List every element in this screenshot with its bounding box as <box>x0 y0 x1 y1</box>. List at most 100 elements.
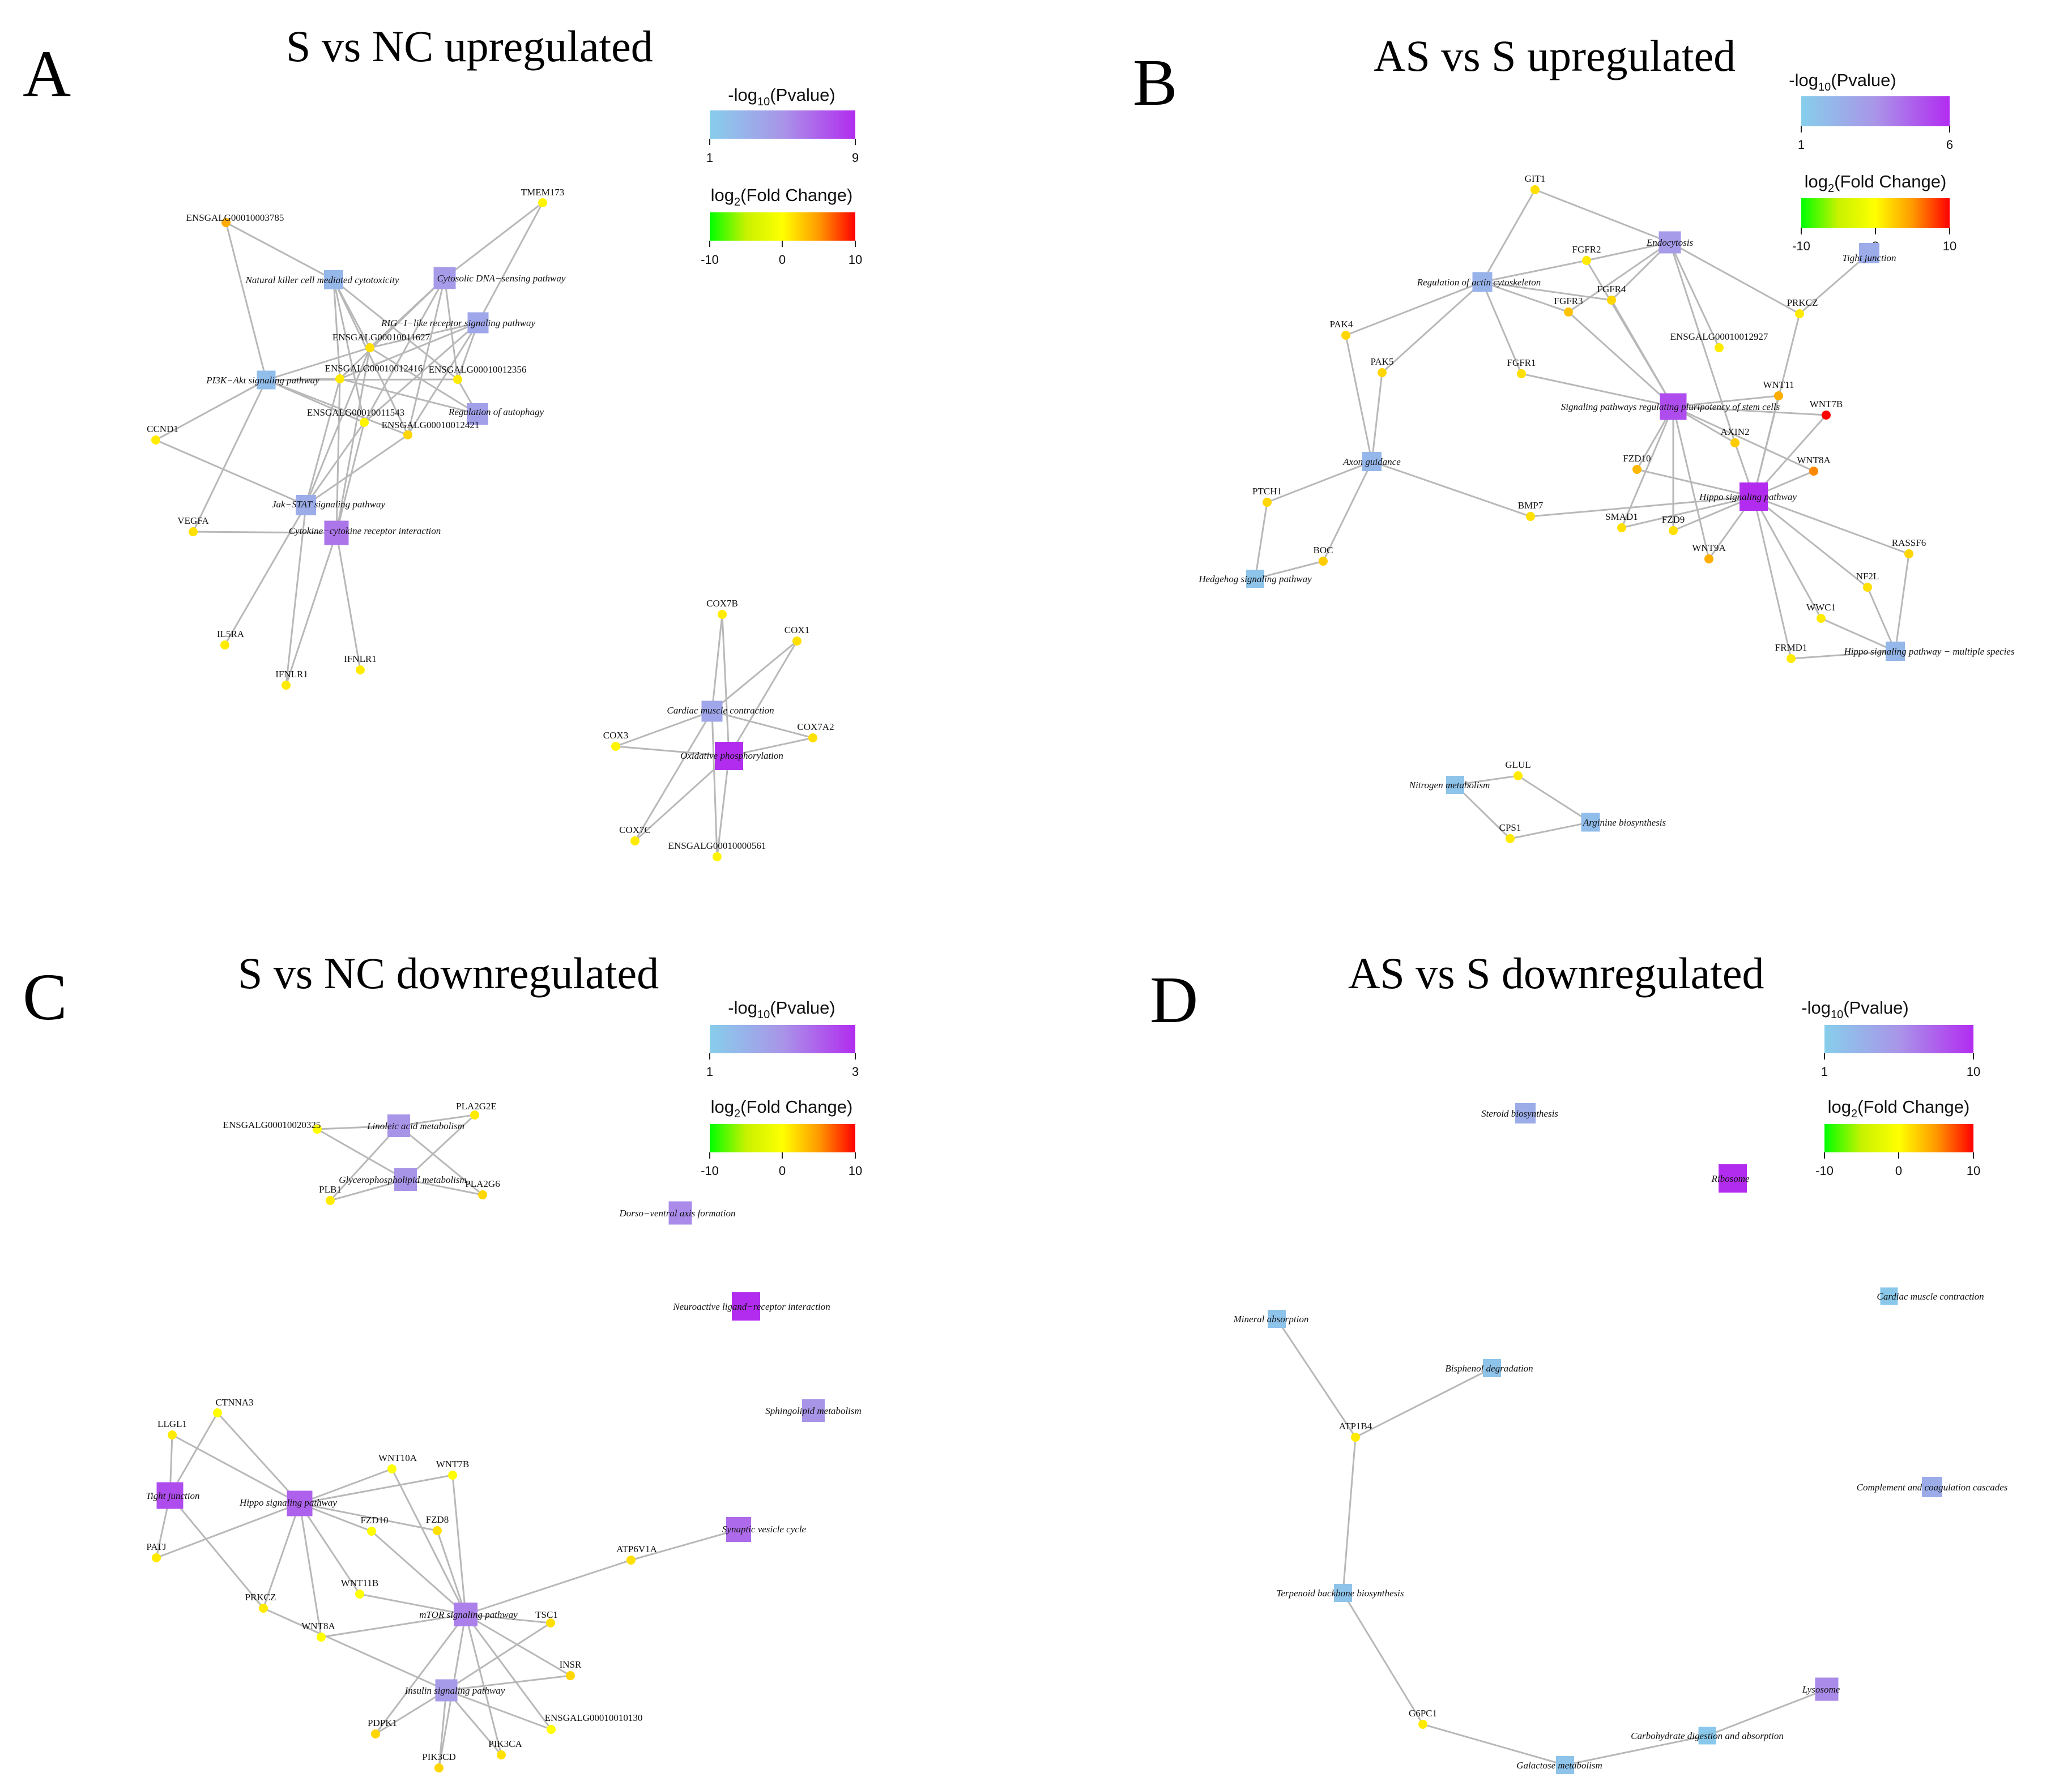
pathway-node-rac[interactable] <box>1472 272 1493 292</box>
gene-node-wnt7b[interactable] <box>448 1471 457 1480</box>
gene-node-pik3ca[interactable] <box>497 1750 506 1759</box>
gene-node-fzd10[interactable] <box>1632 465 1642 474</box>
pathway-node-sphingo[interactable] <box>802 1399 825 1422</box>
pathway-node-cyto[interactable] <box>324 520 349 545</box>
gene-node-smad1[interactable] <box>1617 523 1626 532</box>
pathway-node-cds[interactable] <box>433 267 456 289</box>
pathway-node-ins[interactable] <box>435 1679 458 1702</box>
pathway-node-terpenoid[interactable] <box>1334 1584 1352 1602</box>
pathway-node-endo[interactable] <box>1659 231 1681 254</box>
gene-node-tsc1[interactable] <box>546 1618 555 1627</box>
gene-node-pak4[interactable] <box>1341 331 1350 340</box>
gene-node-cox7c[interactable] <box>630 836 639 845</box>
gene-node-nf2l[interactable] <box>1863 583 1872 592</box>
pathway-node-nitro[interactable] <box>1446 776 1464 794</box>
pathway-node-nk[interactable] <box>324 270 343 289</box>
pathway-node-steroid[interactable] <box>1515 1103 1536 1123</box>
pathway-node-bisphenol[interactable] <box>1483 1359 1501 1377</box>
pathway-node-spp[interactable] <box>1660 393 1687 420</box>
pathway-node-cardiac[interactable] <box>1880 1287 1898 1305</box>
gene-node-fgfr3[interactable] <box>1564 307 1573 317</box>
gene-node-fzd10[interactable] <box>367 1527 376 1536</box>
pathway-node-oxp[interactable] <box>715 742 743 770</box>
pathway-node-pi3k[interactable] <box>257 370 276 390</box>
gene-node-cox3[interactable] <box>611 742 620 751</box>
gene-node-ptch1[interactable] <box>1263 498 1272 507</box>
gene-node-atp1b4[interactable] <box>1351 1433 1360 1442</box>
gene-node-prkcz[interactable] <box>259 1604 268 1613</box>
gene-node-fzd8[interactable] <box>433 1526 442 1535</box>
gene-node-rassf6[interactable] <box>1904 549 1913 558</box>
gene-node-pak5[interactable] <box>1378 368 1387 377</box>
gene-node-cox7a2[interactable] <box>808 733 817 742</box>
gene-node-cox1[interactable] <box>792 636 801 646</box>
gene-node-fgfr1[interactable] <box>1517 369 1526 378</box>
pathway-node-arg[interactable] <box>1581 813 1600 832</box>
pathway-node-lysosome[interactable] <box>1815 1677 1839 1701</box>
gene-node-insr[interactable] <box>566 1671 575 1680</box>
pathway-node-ribo[interactable] <box>1719 1164 1747 1193</box>
pathway-node-lin[interactable] <box>387 1114 410 1137</box>
pathway-node-hippo[interactable] <box>1740 482 1768 511</box>
gene-node-ccnd1[interactable] <box>151 435 160 445</box>
pathway-node-axon[interactable] <box>1362 452 1382 471</box>
gene-node-g325[interactable] <box>313 1125 322 1134</box>
gene-node-g561[interactable] <box>713 852 722 861</box>
pathway-node-galactose[interactable] <box>1556 1756 1574 1774</box>
gene-node-g543[interactable] <box>360 418 369 427</box>
gene-node-axin2[interactable] <box>1730 438 1740 447</box>
gene-node-wnt9a[interactable] <box>1704 554 1713 563</box>
pathway-node-tj[interactable] <box>1859 243 1879 263</box>
pathway-node-dorso[interactable] <box>668 1201 692 1225</box>
gene-node-g6pc1[interactable] <box>1418 1720 1427 1729</box>
gene-node-wnt7b[interactable] <box>1822 411 1831 420</box>
gene-node-ctnna3[interactable] <box>213 1408 222 1417</box>
pathway-node-mtor[interactable] <box>454 1603 478 1626</box>
gene-node-git1[interactable] <box>1530 185 1540 194</box>
gene-node-g927[interactable] <box>1715 343 1724 352</box>
pathway-node-carb[interactable] <box>1698 1727 1716 1745</box>
gene-node-bmp7[interactable] <box>1526 512 1535 521</box>
gene-node-pla2g6[interactable] <box>478 1190 487 1199</box>
pathway-node-gly[interactable] <box>394 1168 417 1191</box>
gene-node-tmem[interactable] <box>538 198 547 207</box>
pathway-node-hippo[interactable] <box>287 1490 313 1516</box>
gene-node-wwc1[interactable] <box>1817 614 1826 623</box>
pathway-node-cmc[interactable] <box>701 700 723 722</box>
pathway-node-rig[interactable] <box>467 312 489 334</box>
gene-node-g785[interactable] <box>221 218 231 227</box>
gene-node-pla2g2e[interactable] <box>470 1110 479 1120</box>
gene-node-ifnlr1a[interactable] <box>282 681 291 690</box>
gene-node-plb1[interactable] <box>326 1196 335 1205</box>
gene-node-boc[interactable] <box>1319 557 1328 566</box>
pathway-node-complement[interactable] <box>1922 1477 1942 1497</box>
gene-node-wnt11b[interactable] <box>355 1590 364 1599</box>
gene-node-g356[interactable] <box>453 375 462 384</box>
gene-node-g421[interactable] <box>403 430 412 439</box>
gene-node-atp6v1a[interactable] <box>626 1556 636 1565</box>
gene-node-llgl1[interactable] <box>168 1430 177 1439</box>
pathway-node-neuro[interactable] <box>732 1292 760 1321</box>
pathway-node-mineral[interactable] <box>1268 1310 1286 1328</box>
gene-node-vegfa[interactable] <box>189 527 198 536</box>
pathway-node-hippoms[interactable] <box>1886 642 1905 661</box>
pathway-node-tj[interactable] <box>156 1482 184 1509</box>
gene-node-patj[interactable] <box>152 1553 161 1562</box>
gene-node-glul[interactable] <box>1514 771 1523 780</box>
gene-node-wnt8a[interactable] <box>1809 467 1818 476</box>
gene-node-cox7b[interactable] <box>718 610 727 619</box>
gene-node-prkcz[interactable] <box>1795 309 1804 318</box>
gene-node-ifnlr1b[interactable] <box>356 665 365 674</box>
pathway-node-auto[interactable] <box>467 403 488 425</box>
gene-node-pdpk1[interactable] <box>371 1729 380 1738</box>
gene-node-fgfr2[interactable] <box>1582 256 1591 265</box>
gene-node-g627[interactable] <box>365 343 374 352</box>
pathway-node-syn[interactable] <box>726 1517 751 1542</box>
gene-node-fgfr4[interactable] <box>1607 296 1616 305</box>
gene-node-frmd1[interactable] <box>1787 654 1796 663</box>
gene-node-g130[interactable] <box>547 1725 556 1734</box>
gene-node-wnt11[interactable] <box>1774 391 1783 400</box>
gene-node-pik3cd[interactable] <box>434 1763 444 1772</box>
pathway-node-jak[interactable] <box>296 495 316 515</box>
gene-node-fzd9[interactable] <box>1669 526 1678 535</box>
